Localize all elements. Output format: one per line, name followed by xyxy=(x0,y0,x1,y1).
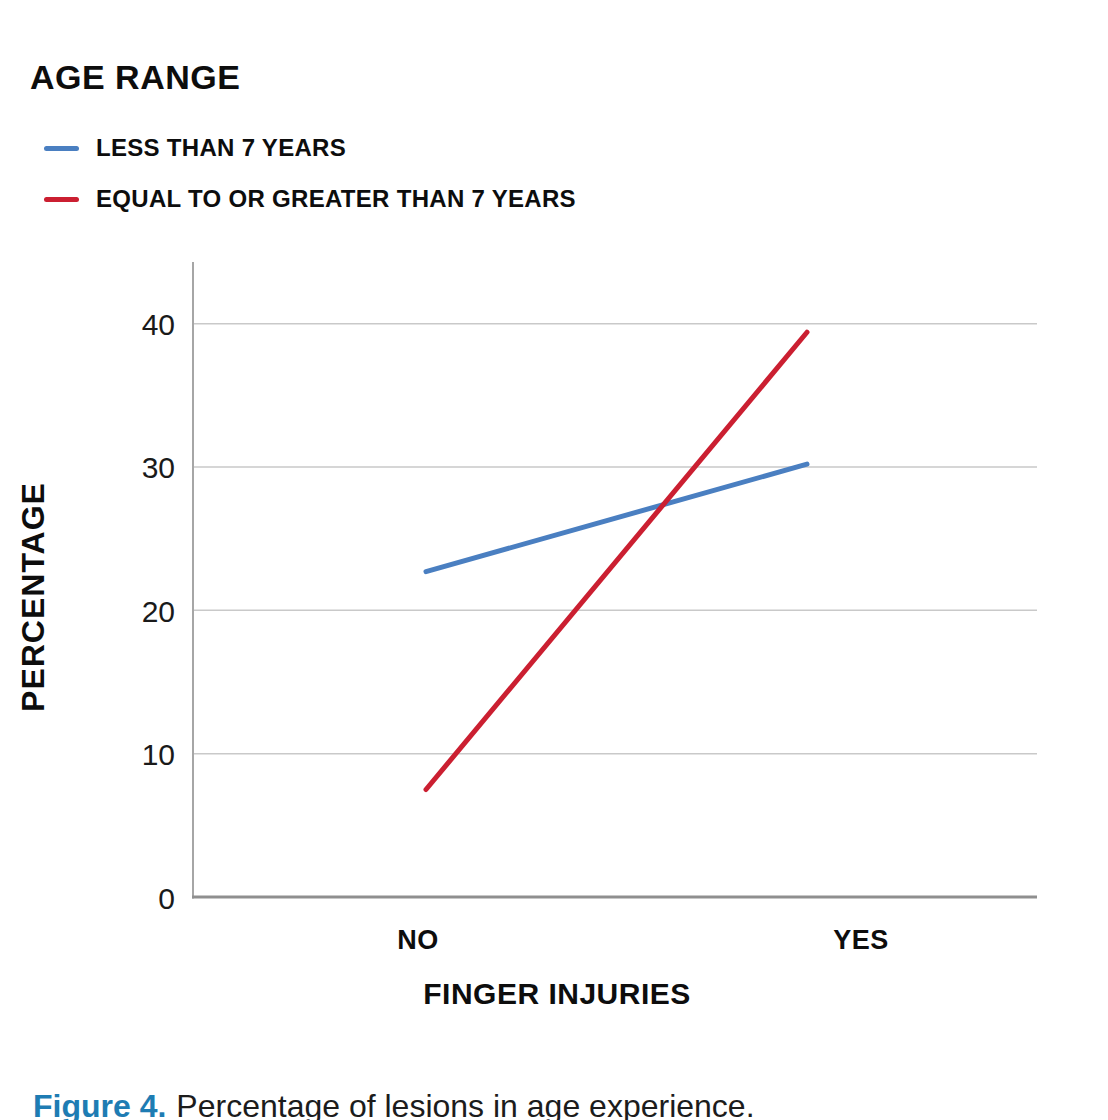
y-axis-title: PERCENTAGE xyxy=(15,482,51,712)
series-line-equal-or-greater-7-years xyxy=(426,332,807,789)
x-axis-title: FINGER INJURIES xyxy=(423,977,691,1010)
y-tick-label-20: 20 xyxy=(142,595,175,628)
x-tick-label-yes: YES xyxy=(833,925,889,955)
y-tick-label-30: 30 xyxy=(142,451,175,484)
x-tick-label-no: NO xyxy=(397,925,439,955)
figure-caption: Figure 4. Percentage of lesions in age ex… xyxy=(33,1088,755,1120)
y-tick-label-0: 0 xyxy=(158,882,175,915)
y-tick-label-40: 40 xyxy=(142,308,175,341)
figure-caption-text: Percentage of lesions in age experience. xyxy=(176,1088,754,1120)
y-tick-label-10: 10 xyxy=(142,738,175,771)
chart-plot: 0 10 20 30 40 NO YES FINGER INJURIES PERCENTAGE xyxy=(0,0,1108,1030)
figure-caption-label: Figure 4. xyxy=(33,1088,166,1120)
series-line-less-than-7-years xyxy=(426,464,807,572)
